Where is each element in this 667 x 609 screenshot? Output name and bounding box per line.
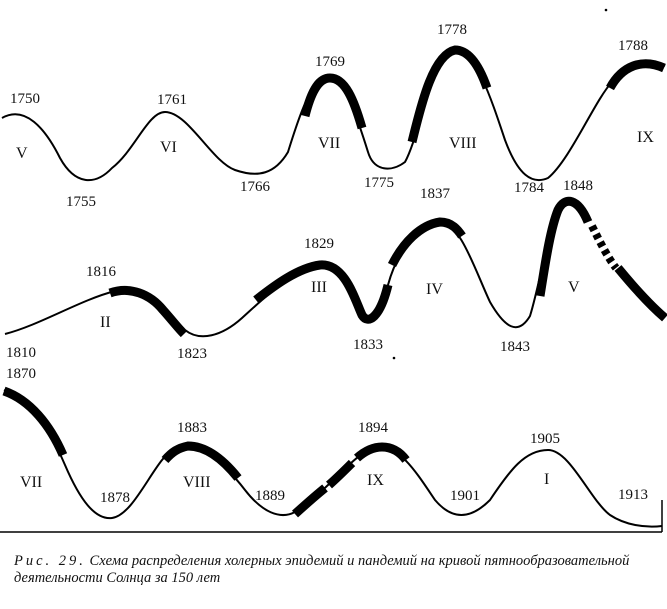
year-label: 1778 [437,22,467,38]
thin-curve-row-3 [3,389,663,528]
cycle-label: VIII [183,474,211,491]
labels-row-2: 1810 1816 1823 1829 1833 1837 1843 1848 … [6,178,593,362]
cycle-label: IV [426,281,443,298]
solar-activity-diagram: 1750 1755 1761 1766 1769 1775 1778 1784 … [0,8,667,533]
year-label: 1843 [500,339,530,355]
epidemic-segment [614,265,667,322]
labels-row-3: 1870 1878 1883 1889 1894 1901 1905 1913 … [6,366,648,506]
year-label: 1769 [315,54,345,70]
epidemic-segment [291,484,328,518]
cycle-label: I [544,471,549,488]
year-label: 1905 [530,431,560,447]
figure-caption: Рис. 29. Схема распределения холерных эп… [14,553,654,587]
dashed-epidemic-segment [588,224,620,271]
year-label: 1750 [10,91,40,107]
curve-row-1 [1,45,666,182]
year-label: 1870 [6,366,36,382]
year-label: 1775 [364,175,394,191]
year-label: 1816 [86,264,117,280]
cycle-label: II [100,314,111,331]
year-label: 1788 [618,38,648,54]
epidemic-segment [407,45,492,144]
cycle-label: VIII [449,135,477,152]
epidemic-segment [2,386,68,457]
year-label: 1755 [66,194,96,210]
cycle-label: III [311,279,327,296]
cycle-label: V [568,279,580,296]
epidemic-segment [161,441,242,481]
year-label: 1894 [358,420,389,436]
year-label: 1837 [420,186,451,202]
epidemic-segment [535,196,593,297]
epidemic-segment [300,73,367,130]
cycle-label: VII [318,135,340,152]
curve-row-3 [2,386,663,528]
year-label: 1833 [353,337,383,353]
labels-row-1: 1750 1755 1761 1766 1769 1775 1778 1784 … [10,22,654,210]
epidemic-segment [326,459,356,489]
epidemic-segment [387,217,466,268]
year-label: 1761 [157,92,187,108]
cycle-label: VI [160,139,177,156]
year-label: 1883 [177,420,207,436]
year-label: 1829 [304,236,334,252]
year-label: 1878 [100,490,130,506]
year-label: 1810 [6,345,36,361]
year-label: 1784 [514,180,545,196]
print-speck [392,356,396,360]
year-label: 1913 [618,487,648,503]
cycle-label: VII [20,474,42,491]
year-label: 1766 [240,179,271,195]
year-label: 1889 [255,488,285,504]
cycle-label: IX [367,472,384,489]
year-label: 1823 [177,346,207,362]
figure-label: Рис. 29. [14,553,86,569]
epidemic-segment [606,59,666,91]
epidemic-segment [354,442,410,463]
epidemic-segment [108,285,188,338]
epidemic-segment [253,260,393,324]
cycle-label: IX [637,129,654,146]
cycle-label: V [16,145,28,162]
year-label: 1901 [450,488,480,504]
caption-text: Схема распределения холерных эпидемий и … [14,553,630,586]
year-label: 1848 [563,178,593,194]
print-speck [604,8,608,12]
curve-row-2 [4,196,667,338]
